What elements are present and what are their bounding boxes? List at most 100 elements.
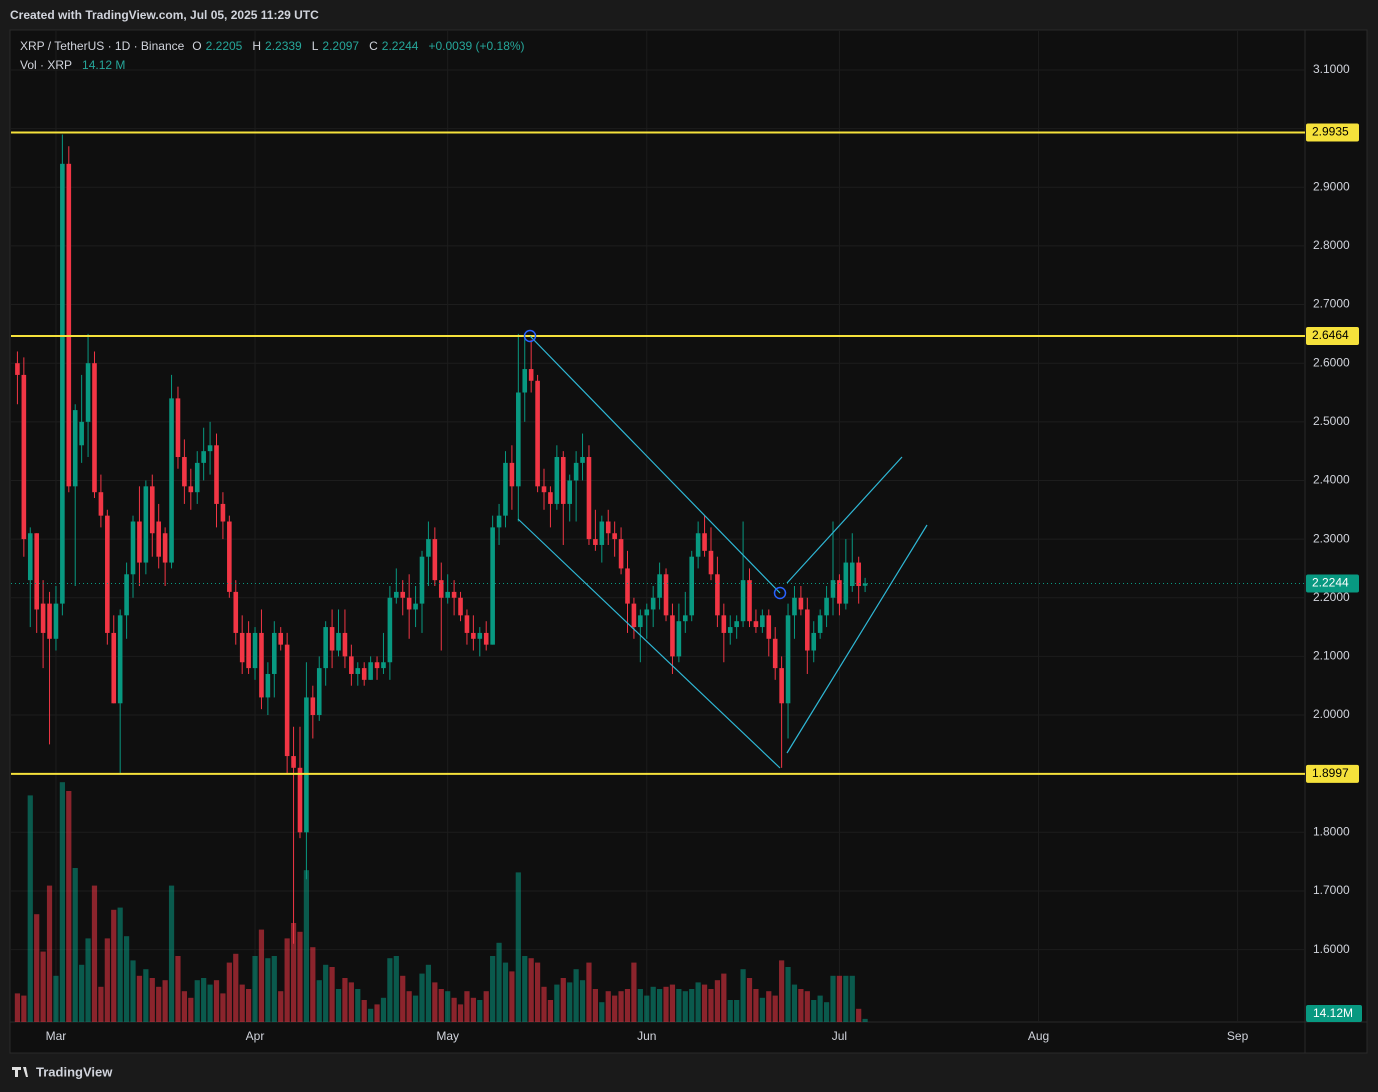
candle-body xyxy=(400,591,406,598)
volume-bar xyxy=(490,956,496,1022)
volume-bar xyxy=(836,975,843,1022)
candle-body xyxy=(207,445,213,452)
candle-body xyxy=(650,597,656,610)
candle-body xyxy=(862,583,868,586)
candle-body xyxy=(535,380,540,487)
volume-bar xyxy=(740,969,746,1022)
candle-body xyxy=(60,163,65,604)
candle-body xyxy=(394,591,399,598)
x-tick-label: Jul xyxy=(832,1029,847,1043)
x-tick-label: Mar xyxy=(46,1029,67,1043)
candle-body xyxy=(792,597,797,616)
volume-bar xyxy=(451,997,457,1022)
candle-body xyxy=(599,521,605,545)
change: +0.0039 (+0.18%) xyxy=(428,39,525,53)
candle-body xyxy=(329,627,335,651)
candle-body xyxy=(143,486,149,563)
volume-bar xyxy=(252,956,258,1022)
candle-body xyxy=(817,615,823,633)
candle-body xyxy=(779,668,784,704)
candle-body xyxy=(432,539,438,581)
candle-body xyxy=(156,521,162,557)
candle-body xyxy=(554,457,560,504)
volume-bar xyxy=(612,995,618,1022)
candle-body xyxy=(503,462,508,516)
y-tick-label: 1.7000 xyxy=(1313,883,1350,897)
volume-bar xyxy=(560,978,566,1022)
candle-body xyxy=(40,603,46,633)
volume-bar xyxy=(130,960,136,1022)
y-tick-label: 2.4000 xyxy=(1313,473,1350,487)
volume-bar xyxy=(201,978,207,1022)
candle-body xyxy=(34,533,39,610)
volume-bar xyxy=(207,984,213,1022)
volume-bar xyxy=(682,991,688,1022)
candle-body xyxy=(182,457,187,487)
y-tick-label: 2.9000 xyxy=(1313,179,1350,193)
ohlc-value: 2.2339 xyxy=(265,39,302,53)
candle-body xyxy=(188,486,194,493)
volume-bar xyxy=(258,929,265,1022)
candle-body xyxy=(727,627,733,633)
y-tick-label: 1.8000 xyxy=(1313,824,1350,838)
volume-bar xyxy=(117,907,123,1022)
candle-body xyxy=(734,621,739,628)
ohlc-label: H xyxy=(252,39,262,53)
volume-bar xyxy=(689,989,695,1022)
candle-body xyxy=(342,632,348,657)
candle-body xyxy=(708,550,714,575)
volume-bar xyxy=(400,975,406,1022)
candle-body xyxy=(271,632,277,674)
candle-body xyxy=(284,644,290,757)
volume-bar xyxy=(650,986,656,1022)
volume-bar xyxy=(695,982,701,1022)
volume-bar xyxy=(310,947,316,1022)
volume-bar xyxy=(483,991,489,1022)
volume-bar xyxy=(66,791,72,1022)
volume-bar xyxy=(477,1000,483,1022)
volume-bar xyxy=(804,991,810,1022)
volume-bar xyxy=(220,993,226,1022)
candle-body xyxy=(201,451,206,463)
volume-bar xyxy=(753,989,759,1022)
volume-bar xyxy=(554,984,560,1022)
candle-body xyxy=(676,621,682,657)
volume-bar xyxy=(599,1002,605,1022)
volume-bar xyxy=(618,991,624,1022)
volume-bar xyxy=(862,1018,868,1022)
volume-bar xyxy=(323,964,329,1022)
volume-bar xyxy=(676,989,682,1022)
x-tick-label: May xyxy=(436,1029,459,1043)
ohlc-value: 2.2244 xyxy=(381,39,419,53)
candle-body xyxy=(15,363,20,375)
volume-bar xyxy=(175,956,181,1022)
y-tick-label: 2.1000 xyxy=(1313,649,1350,663)
volume-bar xyxy=(246,989,252,1022)
volume-bar xyxy=(445,991,451,1022)
ohlc-label: L xyxy=(311,39,319,53)
candle-body xyxy=(721,615,727,633)
grid xyxy=(11,31,1305,1022)
volume-bar xyxy=(766,991,772,1022)
volume-bar xyxy=(791,984,798,1022)
candle-body xyxy=(304,697,309,833)
volume-bar xyxy=(79,964,85,1022)
volume-bar xyxy=(53,975,59,1022)
candle-body xyxy=(252,632,258,669)
y-tick-label: 2.6000 xyxy=(1313,355,1350,369)
level-layer xyxy=(11,131,1305,775)
volume-bar xyxy=(98,986,104,1022)
candle-body xyxy=(130,521,136,575)
level-tag xyxy=(1306,123,1359,142)
volume-bar xyxy=(393,956,399,1022)
candle-body xyxy=(849,562,855,587)
volume-bar xyxy=(843,975,849,1022)
ohlc-label: C xyxy=(369,39,378,53)
candle-body xyxy=(79,421,84,446)
candle-body xyxy=(560,457,566,504)
brand-logo xyxy=(12,1067,28,1077)
volume-bar xyxy=(239,984,245,1022)
candle-body xyxy=(72,410,78,487)
candle-body xyxy=(586,457,592,540)
